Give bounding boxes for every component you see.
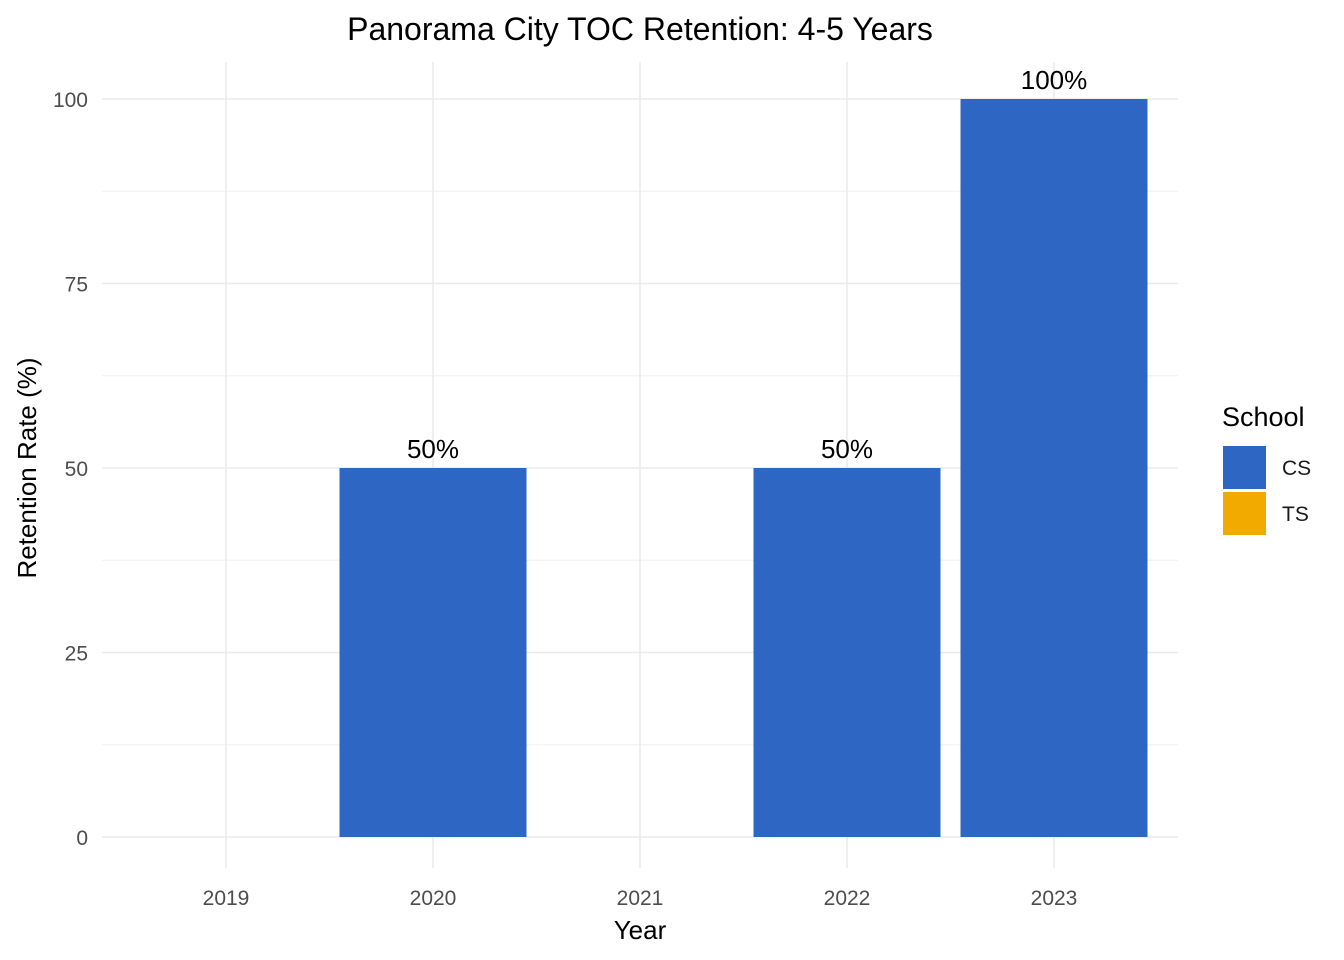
x-tick-label: 2021 [617,887,664,910]
legend: School CS TS [1222,402,1311,535]
y-tick-label: 100 [53,89,88,112]
bars [339,99,1148,837]
bar-cs-2023 [960,99,1148,837]
y-axis-title: Retention Rate (%) [12,357,42,578]
data-label-2020: 50% [407,434,459,464]
y-tick-label: 25 [65,643,88,666]
y-tick-label: 50 [65,458,88,481]
x-axis-title: Year [614,915,667,945]
data-label-2022: 50% [821,434,873,464]
data-label-2023: 100% [1021,65,1088,95]
bar-cs-2022 [753,468,941,837]
x-tick-label: 2020 [410,887,457,910]
legend-swatch-ts [1223,492,1266,535]
data-labels: 50% 50% 100% [407,65,1087,464]
x-tick-label: 2022 [824,887,871,910]
y-tick-label: 0 [76,827,88,850]
bar-cs-2020 [339,468,527,837]
x-tick-label: 2019 [203,887,250,910]
legend-label-cs: CS [1282,457,1311,480]
legend-label-ts: TS [1282,503,1309,526]
x-axis-ticks: 2019 2020 2021 2022 2023 [203,887,1078,910]
legend-swatch-cs [1223,446,1266,489]
y-tick-label: 75 [65,274,88,297]
chart-title: Panorama City TOC Retention: 4-5 Years [347,11,933,47]
legend-entries: CS TS [1223,446,1311,535]
legend-title: School [1222,402,1305,432]
y-axis-ticks: 0 25 50 75 100 [53,89,88,850]
x-tick-label: 2023 [1031,887,1078,910]
